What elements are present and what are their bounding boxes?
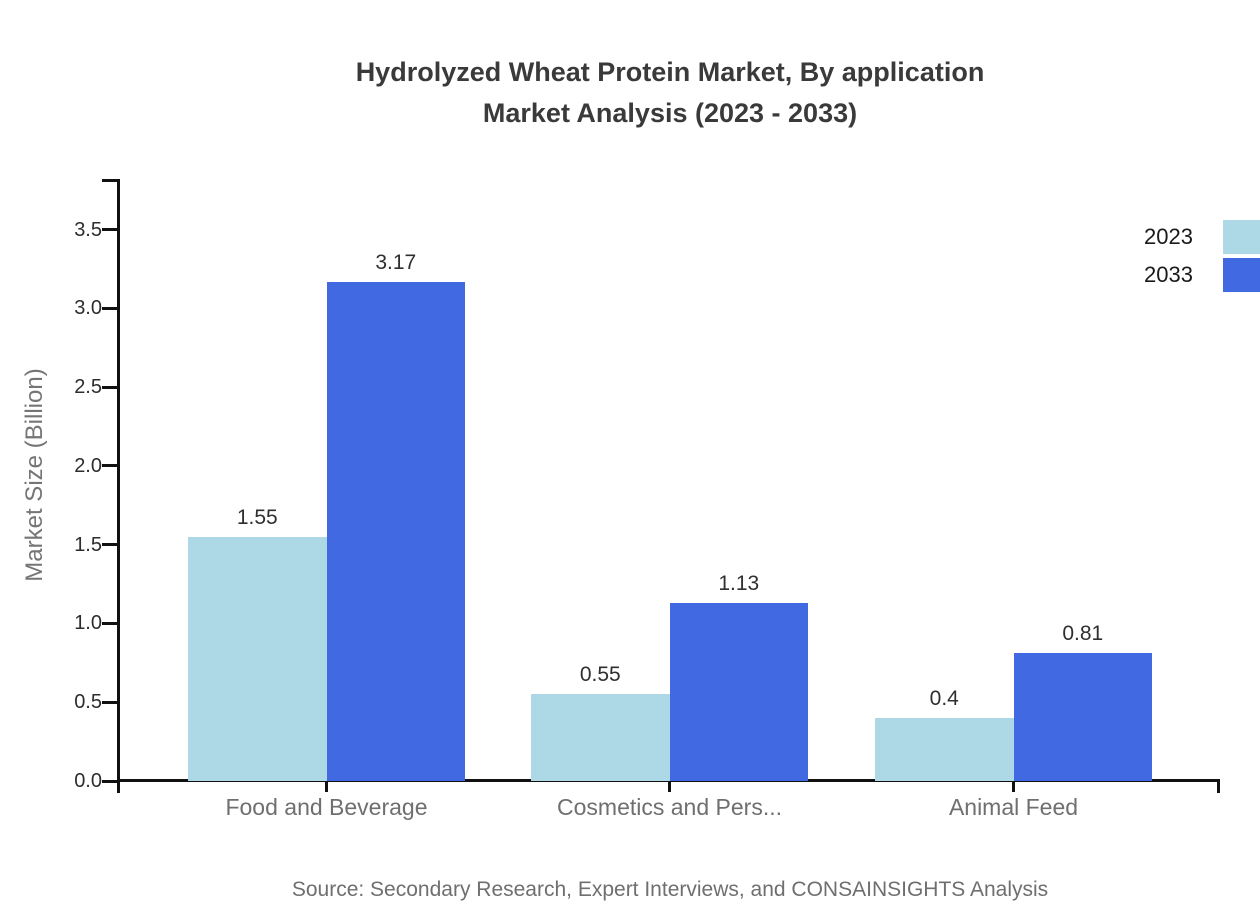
x-category-label: Food and Beverage (225, 794, 428, 820)
bar-2033 (669, 602, 808, 781)
bar-2033 (326, 281, 465, 781)
bar-2023 (875, 717, 1014, 781)
x-axis-end-tick (1217, 782, 1220, 793)
bar-value-label: 0.55 (579, 663, 621, 687)
bar-2023 (531, 694, 670, 781)
y-axis-tick (102, 464, 117, 468)
x-axis-tick (1012, 782, 1015, 792)
y-tick-label: 1.0 (74, 612, 102, 635)
bar-value-label: 0.81 (1062, 622, 1104, 646)
x-axis-tick (325, 782, 328, 792)
y-axis-tick (102, 385, 117, 389)
y-axis-end-tick (102, 179, 117, 182)
y-tick-label: 3.5 (74, 218, 102, 241)
bar-value-label: 1.55 (236, 505, 278, 529)
bar-value-label: 1.13 (718, 571, 760, 595)
source-note: Source: Secondary Research, Expert Inter… (291, 878, 1049, 901)
y-axis-tick (102, 700, 117, 704)
y-tick-label: 0.0 (74, 770, 102, 792)
x-category-label: Cosmetics and Pers... (557, 794, 782, 820)
chart-title-line2: Market Analysis (2023 - 2033) (482, 98, 858, 128)
bar-2033 (1013, 653, 1152, 781)
y-tick-label: 2.5 (74, 376, 102, 399)
bar-2023 (188, 536, 327, 781)
y-axis-tick (102, 543, 117, 547)
y-tick-label: 3.0 (74, 297, 102, 320)
y-axis-tick (102, 779, 117, 783)
y-axis-tick (102, 621, 117, 625)
y-tick-label: 1.5 (74, 533, 102, 556)
x-axis-tick (668, 782, 671, 792)
y-axis-tick (102, 306, 117, 310)
chart-title: Hydrolyzed Wheat Protein Market, By appl… (120, 52, 1220, 134)
y-axis-line (117, 179, 120, 793)
y-tick-label: 0.5 (74, 691, 102, 714)
bar-value-label: 0.4 (929, 686, 959, 710)
x-category-label: Animal Feed (948, 794, 1079, 820)
bar-value-label: 3.17 (375, 250, 417, 274)
chart-title-line1: Hydrolyzed Wheat Protein Market, By appl… (355, 57, 985, 87)
y-tick-label: 2.0 (74, 454, 102, 477)
y-axis-tick (102, 228, 117, 231)
